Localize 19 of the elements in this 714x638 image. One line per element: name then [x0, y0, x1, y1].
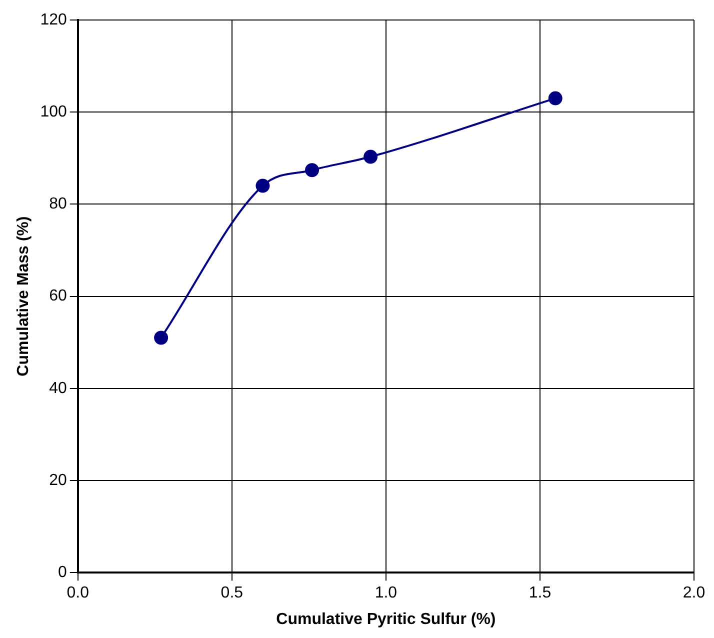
point — [154, 330, 168, 345]
x-tick-label: 2.0 — [682, 584, 706, 602]
point — [305, 163, 320, 178]
x-tick-label: 1.0 — [374, 584, 398, 602]
y-tick-label: 80 — [49, 196, 67, 213]
point — [548, 91, 562, 106]
y-tick-label: 120 — [40, 11, 67, 28]
y-tick-label: 40 — [49, 380, 67, 397]
x-tick-label: 0.5 — [220, 584, 244, 602]
y-tick-label: 60 — [49, 288, 67, 305]
x-tick-label: 1.5 — [528, 584, 552, 602]
y-tick-label: 0 — [58, 564, 67, 582]
point — [256, 178, 270, 193]
x-tick-label: 0.0 — [66, 584, 90, 602]
y-tick-label: 20 — [49, 472, 67, 489]
point — [364, 150, 378, 164]
y-tick-label: 100 — [40, 104, 67, 121]
y-axis-title: Cumulative Mass (%) — [15, 216, 32, 376]
x-axis-title: Cumulative Pyritic Sulfur (%) — [276, 610, 496, 628]
